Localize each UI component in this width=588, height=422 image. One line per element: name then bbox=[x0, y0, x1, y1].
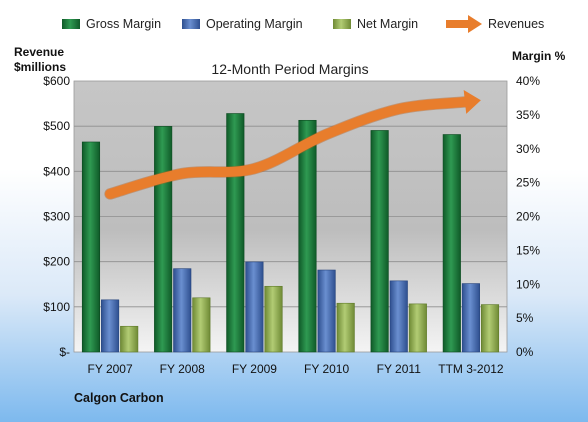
left-axis-title-line2: $millions bbox=[14, 60, 66, 74]
bar-operating-margin bbox=[317, 269, 336, 353]
right-tick-label: 30% bbox=[516, 142, 540, 156]
revenue-arrow-head bbox=[463, 90, 481, 114]
category-labels: FY 2007 FY 2008 FY 2009 FY 2010 FY 2011 TTM 3… bbox=[88, 362, 504, 376]
left-tick-label: $- bbox=[59, 345, 70, 359]
bar-operating-margin bbox=[461, 283, 480, 353]
category-label: TTM 3-2012 bbox=[438, 362, 504, 376]
legend-item-net-margin: Net Margin bbox=[333, 17, 418, 31]
right-tick-label: 5% bbox=[516, 311, 534, 325]
right-tick-label: 15% bbox=[516, 243, 540, 257]
right-axis-ticks: 0% 5% 10% 15% 20% 25% 30% 35% 40% bbox=[516, 74, 540, 359]
company-name: Calgon Carbon bbox=[74, 391, 164, 405]
left-axis-title-line1: Revenue bbox=[14, 45, 64, 59]
revenue-line-path bbox=[105, 96, 470, 199]
category-label: FY 2007 bbox=[88, 362, 133, 376]
bar-net-margin bbox=[192, 297, 211, 353]
bars bbox=[81, 113, 500, 353]
legend-label-net-margin: Net Margin bbox=[357, 17, 418, 31]
left-tick-label: $400 bbox=[43, 164, 70, 178]
category-label: FY 2011 bbox=[377, 362, 422, 376]
right-tick-label: 35% bbox=[516, 108, 540, 122]
category-label: FY 2010 bbox=[304, 362, 349, 376]
legend-swatch-net-margin bbox=[333, 19, 351, 29]
legend-label-revenues: Revenues bbox=[488, 17, 544, 31]
bar-net-margin bbox=[120, 325, 139, 353]
bar-operating-margin bbox=[245, 261, 264, 353]
bar-operating-margin bbox=[173, 268, 192, 353]
right-tick-label: 0% bbox=[516, 345, 534, 359]
left-tick-label: $200 bbox=[43, 255, 70, 269]
legend-swatch-operating-margin bbox=[182, 19, 200, 29]
legend-swatch-gross-margin bbox=[62, 19, 80, 29]
revenue-line bbox=[104, 90, 481, 200]
bar-gross-margin bbox=[154, 126, 173, 353]
bar-operating-margin bbox=[101, 299, 120, 353]
bar-gross-margin bbox=[442, 134, 461, 353]
chart-title: 12-Month Period Margins bbox=[211, 61, 368, 77]
legend-label-gross-margin: Gross Margin bbox=[86, 17, 161, 31]
right-tick-label: 20% bbox=[516, 210, 540, 224]
legend-label-operating-margin: Operating Margin bbox=[206, 17, 303, 31]
legend-item-operating-margin: Operating Margin bbox=[182, 17, 303, 31]
right-tick-label: 25% bbox=[516, 176, 540, 190]
legend: Gross Margin Operating Margin Net Margin… bbox=[62, 15, 544, 33]
right-axis-title: Margin % bbox=[512, 49, 566, 63]
left-tick-label: $500 bbox=[43, 119, 70, 133]
left-tick-label: $100 bbox=[43, 300, 70, 314]
legend-arrow-revenues bbox=[446, 15, 482, 33]
category-label: FY 2008 bbox=[160, 362, 205, 376]
gridlines bbox=[74, 125, 507, 308]
category-label: FY 2009 bbox=[232, 362, 277, 376]
bar-gross-margin bbox=[370, 130, 389, 353]
bar-gross-margin bbox=[298, 119, 317, 353]
left-tick-label: $300 bbox=[43, 210, 70, 224]
left-tick-label: $600 bbox=[43, 74, 70, 88]
bar-net-margin bbox=[408, 303, 427, 353]
legend-item-revenues: Revenues bbox=[446, 15, 544, 33]
bar-net-margin bbox=[264, 285, 283, 353]
left-axis-ticks: $- $100 $200 $300 $400 $500 $600 bbox=[43, 74, 70, 359]
bar-operating-margin bbox=[389, 280, 408, 353]
bar-gross-margin bbox=[226, 113, 245, 353]
legend-item-gross-margin: Gross Margin bbox=[62, 17, 161, 31]
right-tick-label: 40% bbox=[516, 74, 540, 88]
bar-net-margin bbox=[480, 304, 500, 353]
bar-net-margin bbox=[336, 302, 355, 353]
bar-gross-margin bbox=[81, 141, 101, 353]
right-tick-label: 10% bbox=[516, 277, 540, 291]
